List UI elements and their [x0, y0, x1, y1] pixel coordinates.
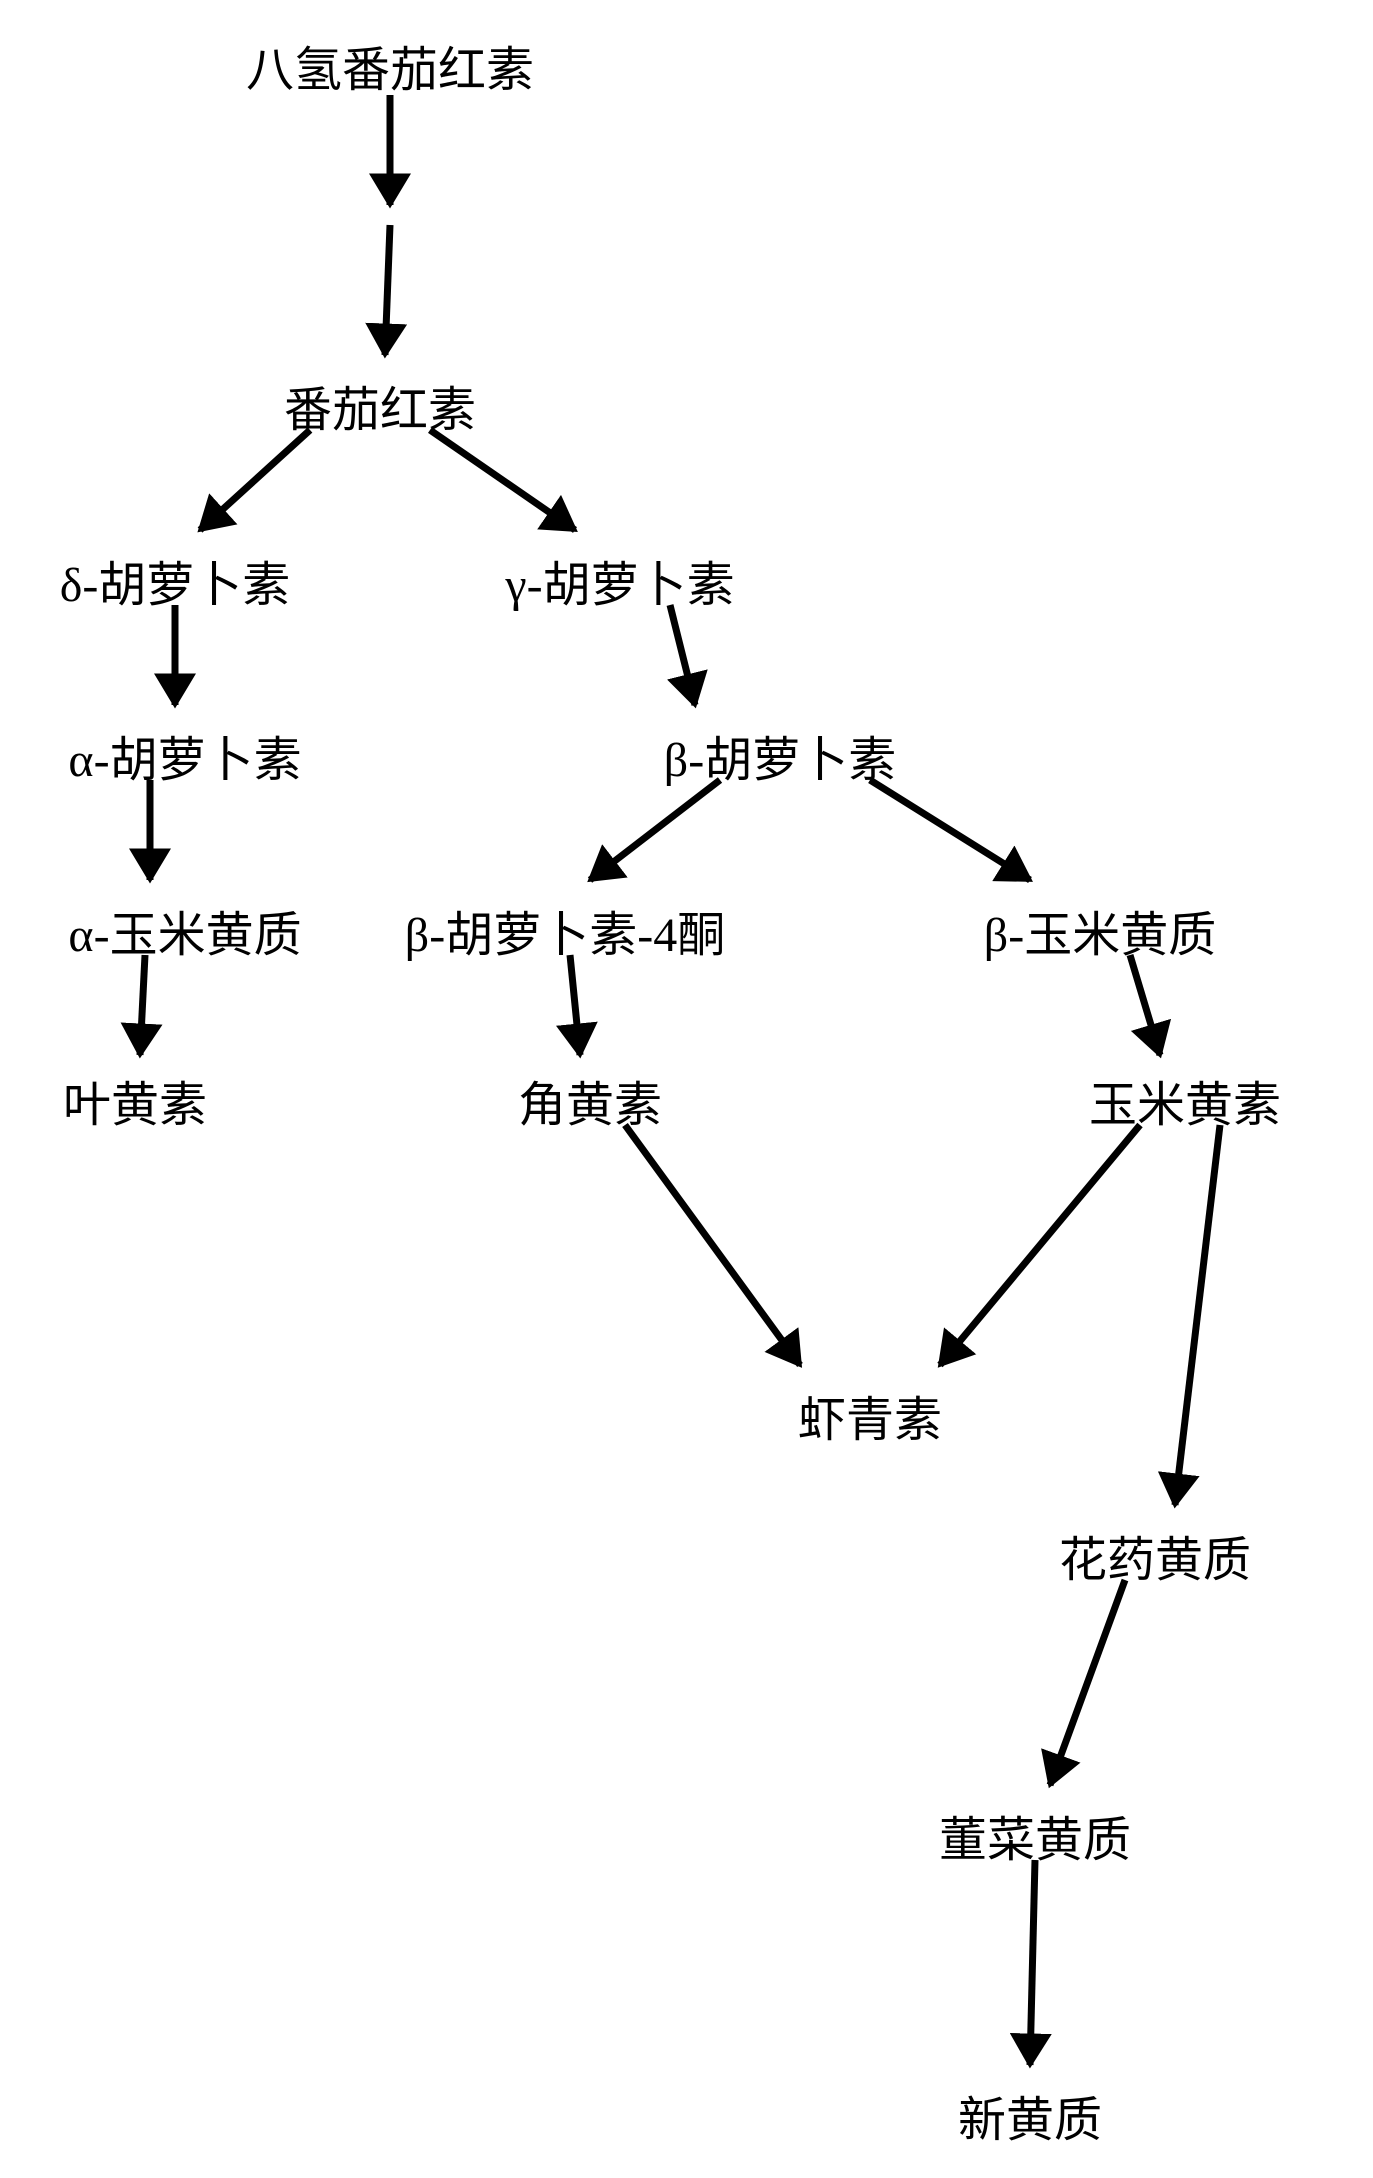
edge-alpha_zeaxanthin-to-lutein [140, 955, 145, 1055]
node-beta_carotene: β-胡萝卜素 [664, 720, 896, 790]
node-zeaxanthin: 玉米黄素 [1089, 1065, 1281, 1135]
node-neoxanthin: 新黄质 [958, 2080, 1102, 2150]
edge-antheraxanthin-to-violaxanthin [1050, 1580, 1125, 1785]
edge-phytoene_mid-to-lycopene [385, 225, 390, 355]
edge-gamma_carotene-to-beta_carotene [670, 605, 695, 705]
node-lycopene: 番茄红素 [284, 370, 476, 440]
node-alpha_carotene: α-胡萝卜素 [68, 720, 301, 790]
node-astaxanthin: 虾青素 [798, 1380, 942, 1450]
edge-lycopene-to-delta_carotene [200, 430, 310, 530]
edge-beta_carotene-to-beta_carotene_4one [590, 780, 720, 880]
node-phytoene: 八氢番茄红素 [246, 30, 534, 100]
edge-canthaxanthin-to-astaxanthin [625, 1125, 800, 1365]
edge-zeaxanthin-to-antheraxanthin [1175, 1125, 1220, 1505]
node-gamma_carotene: γ-胡萝卜素 [505, 545, 734, 615]
node-alpha_zeaxanthin: α-玉米黄质 [68, 895, 301, 965]
node-lutein: 叶黄素 [63, 1065, 207, 1135]
node-antheraxanthin: 花药黄质 [1059, 1520, 1251, 1590]
edge-lycopene-to-gamma_carotene [430, 430, 575, 530]
edge-zeaxanthin-to-astaxanthin [940, 1125, 1140, 1365]
node-canthaxanthin: 角黄素 [518, 1065, 662, 1135]
node-delta_carotene: δ-胡萝卜素 [60, 545, 291, 615]
edge-violaxanthin-to-neoxanthin [1030, 1860, 1035, 2065]
edge-beta_carotene_4one-to-canthaxanthin [570, 955, 580, 1055]
node-beta_cryptoxanthin: β-玉米黄质 [984, 895, 1216, 965]
node-beta_carotene_4one: β-胡萝卜素-4酮 [405, 895, 725, 965]
edge-beta_carotene-to-beta_cryptoxanthin [870, 780, 1030, 880]
edge-beta_cryptoxanthin-to-zeaxanthin [1130, 955, 1160, 1055]
node-violaxanthin: 董菜黄质 [939, 1800, 1131, 1870]
